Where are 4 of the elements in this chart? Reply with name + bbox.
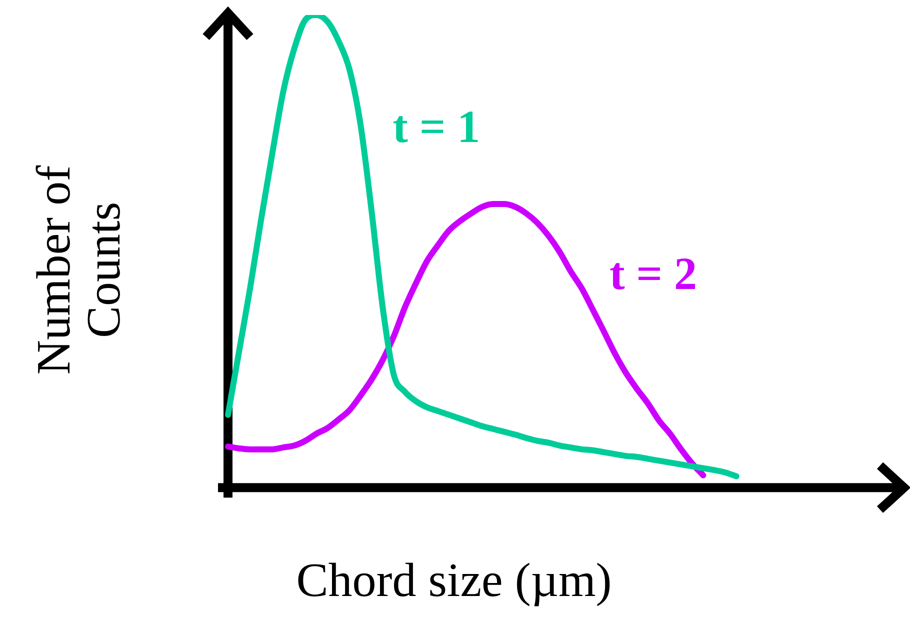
x-axis-title: Chord size (µm) [295, 554, 613, 607]
y-axis-title: Number of Counts [28, 165, 131, 375]
series-label: t = 1 [392, 100, 480, 152]
series-label: t = 2 [609, 248, 697, 299]
